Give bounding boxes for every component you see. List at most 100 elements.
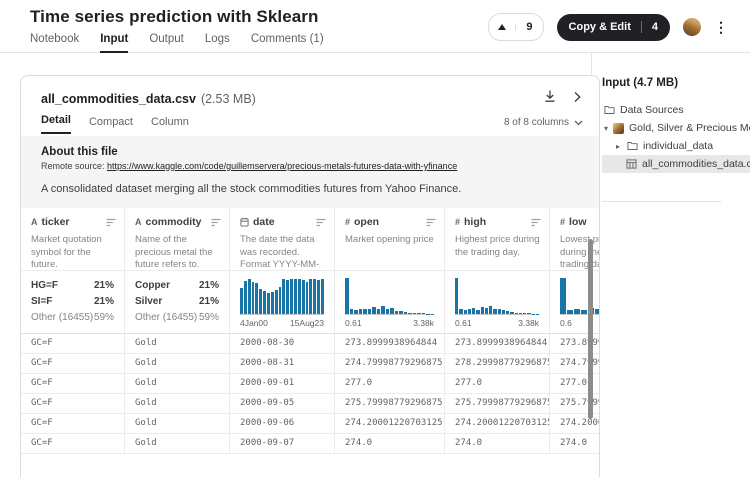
table-cell: GC=F bbox=[21, 334, 125, 353]
remote-source-link[interactable]: https://www.kaggle.com/code/guillemserve… bbox=[107, 161, 458, 171]
table-cell: 2000-09-07 bbox=[230, 434, 335, 453]
table-row: GC=F Gold 2000-09-01 277.0 277.0 277.0 bbox=[21, 374, 599, 394]
avatar[interactable] bbox=[683, 18, 701, 36]
table-cell: 2000-09-06 bbox=[230, 414, 335, 433]
table-cell: 274.79998779296875 bbox=[550, 354, 599, 373]
table-icon bbox=[626, 159, 637, 169]
caret-right-icon[interactable]: ▸ bbox=[615, 141, 620, 151]
file-name: all_commodities_data.csv bbox=[41, 91, 196, 106]
histogram bbox=[560, 278, 599, 315]
numeric-type-icon: # bbox=[455, 217, 461, 227]
tab-notebook[interactable]: Notebook bbox=[30, 33, 80, 45]
view-tab-column[interactable]: Column bbox=[151, 116, 189, 128]
hist-max-label: 15Aug23 bbox=[289, 318, 324, 328]
table-cell: GC=F bbox=[21, 354, 125, 373]
expand-chevron-icon[interactable] bbox=[571, 90, 583, 108]
page-title: Time series prediction with Sklearn bbox=[30, 7, 319, 26]
input-title: Input (4.7 MB) bbox=[602, 77, 679, 89]
tab-output[interactable]: Output bbox=[149, 33, 184, 45]
table-cell: 273.8999938964844 bbox=[445, 334, 550, 353]
vertical-scrollbar[interactable] bbox=[588, 239, 593, 419]
sort-filter-icon[interactable] bbox=[531, 218, 541, 227]
table-cell: 2000-09-01 bbox=[230, 374, 335, 393]
column-description: Market opening price bbox=[345, 234, 434, 245]
numeric-type-icon: # bbox=[345, 217, 351, 227]
table-row: GC=F Gold 2000-08-31 274.79998779296875 278.… bbox=[21, 354, 599, 374]
table-cell: 273.8999938964844 bbox=[335, 334, 445, 353]
frequency-row: HG=F 21% bbox=[31, 280, 114, 291]
table-cell: GC=F bbox=[21, 434, 125, 453]
table-cell: 2000-08-31 bbox=[230, 354, 335, 373]
sort-filter-icon[interactable] bbox=[426, 218, 436, 227]
column-description: Name of the precious metal the future re… bbox=[135, 234, 213, 270]
header-actions: 9 Copy & Edit 4 ⋮ bbox=[488, 13, 728, 41]
histogram bbox=[455, 278, 539, 315]
frequency-row: Silver 21% bbox=[135, 296, 219, 307]
table-cell: Gold bbox=[125, 374, 230, 393]
view-tab-detail[interactable]: Detail bbox=[41, 114, 71, 134]
column-stats-open: 0.61 3.38k bbox=[335, 271, 445, 333]
column-description: Lowest price during the trading day. bbox=[560, 234, 599, 270]
more-options-icon[interactable]: ⋮ bbox=[714, 19, 728, 35]
sort-filter-icon[interactable] bbox=[316, 218, 326, 227]
table-row: GC=F Gold 2000-09-06 274.20001220703125 274.… bbox=[21, 414, 599, 434]
frequency-row: Copper 21% bbox=[135, 280, 219, 291]
hist-min-label: 0.61 bbox=[455, 318, 472, 328]
table-cell: 274.0 bbox=[335, 434, 445, 453]
remote-source-line: Remote source: https://www.kaggle.com/co… bbox=[41, 161, 458, 171]
column-stats-commodity: Copper 21% Silver 21% Other (16455) 59% bbox=[125, 271, 230, 333]
sort-filter-icon[interactable] bbox=[211, 218, 221, 227]
column-stats-date: 4Jan00 15Aug23 bbox=[230, 271, 335, 333]
copy-edit-button[interactable]: Copy & Edit 4 bbox=[556, 13, 670, 41]
about-description: A consolidated dataset merging all the s… bbox=[41, 183, 462, 195]
tree-item-dataset[interactable]: ▾ Gold, Silver & Precious Me bbox=[604, 122, 750, 134]
table-row: GC=F Gold 2000-09-07 274.0 274.0 274.0 bbox=[21, 434, 599, 454]
table-body: GC=F Gold 2000-08-30 273.8999938964844 273.8… bbox=[21, 334, 599, 454]
string-type-icon: A bbox=[31, 217, 38, 227]
column-header-date[interactable]: date The date the data was recorded. Form… bbox=[230, 208, 335, 270]
file-size: (2.53 MB) bbox=[200, 91, 256, 106]
table-stats-row: HG=F 21% SI=F 21% Other (16455) 59% Copper 21% S… bbox=[21, 271, 599, 334]
about-section: About this file Remote source: https://w… bbox=[21, 136, 599, 208]
caret-down-icon[interactable]: ▾ bbox=[604, 123, 609, 133]
header-tabs: Notebook Input Output Logs Comments (1) bbox=[30, 33, 324, 53]
column-header-high[interactable]: # high Highest price during the trading da… bbox=[445, 208, 550, 270]
tab-logs[interactable]: Logs bbox=[204, 33, 230, 45]
table-cell: Gold bbox=[125, 434, 230, 453]
numeric-type-icon: # bbox=[560, 217, 566, 227]
sort-filter-icon[interactable] bbox=[106, 218, 116, 227]
folder-icon bbox=[604, 106, 615, 114]
table-cell: 274.20001220703125 bbox=[445, 414, 550, 433]
view-tabs: Detail Compact Column 8 of 8 columns bbox=[21, 108, 599, 134]
table-cell: GC=F bbox=[21, 414, 125, 433]
table-cell: 2000-08-30 bbox=[230, 334, 335, 353]
tree-item-data-sources[interactable]: Data Sources bbox=[602, 101, 750, 119]
column-stats-ticker: HG=F 21% SI=F 21% Other (16455) 59% bbox=[21, 271, 125, 333]
columns-selector[interactable]: 8 of 8 columns bbox=[504, 117, 583, 134]
column-header-open[interactable]: # open Market opening price bbox=[335, 208, 445, 270]
table-cell: 275.79998779296875 bbox=[550, 394, 599, 413]
upvote-button[interactable]: 9 bbox=[488, 13, 544, 41]
tab-input[interactable]: Input bbox=[100, 33, 129, 53]
table-cell: Gold bbox=[125, 334, 230, 353]
frequency-row: SI=F 21% bbox=[31, 296, 114, 307]
table-row: GC=F Gold 2000-09-05 275.79998779296875 275.… bbox=[21, 394, 599, 414]
column-description: The date the data was recorded. Format Y… bbox=[240, 234, 320, 270]
tree-item-all-commodities-file[interactable]: all_commodities_data.csv bbox=[602, 155, 750, 173]
frequency-row: Other (16455) 59% bbox=[31, 312, 114, 323]
upvote-count[interactable]: 9 bbox=[526, 21, 533, 33]
about-title: About this file bbox=[41, 146, 118, 158]
main-panel: all_commodities_data.csv (2.53 MB) Detai… bbox=[0, 53, 600, 477]
tree-item-individual-data[interactable]: ▸ individual_data bbox=[615, 140, 714, 152]
copy-edit-count: 4 bbox=[640, 21, 658, 33]
upvote-arrow-icon[interactable] bbox=[489, 24, 517, 30]
download-icon[interactable] bbox=[543, 89, 557, 108]
tab-comments[interactable]: Comments (1) bbox=[250, 33, 324, 45]
hist-min-label: 0.61 bbox=[345, 318, 362, 328]
view-tab-compact[interactable]: Compact bbox=[88, 116, 133, 128]
table-cell: 278.29998779296875 bbox=[445, 354, 550, 373]
